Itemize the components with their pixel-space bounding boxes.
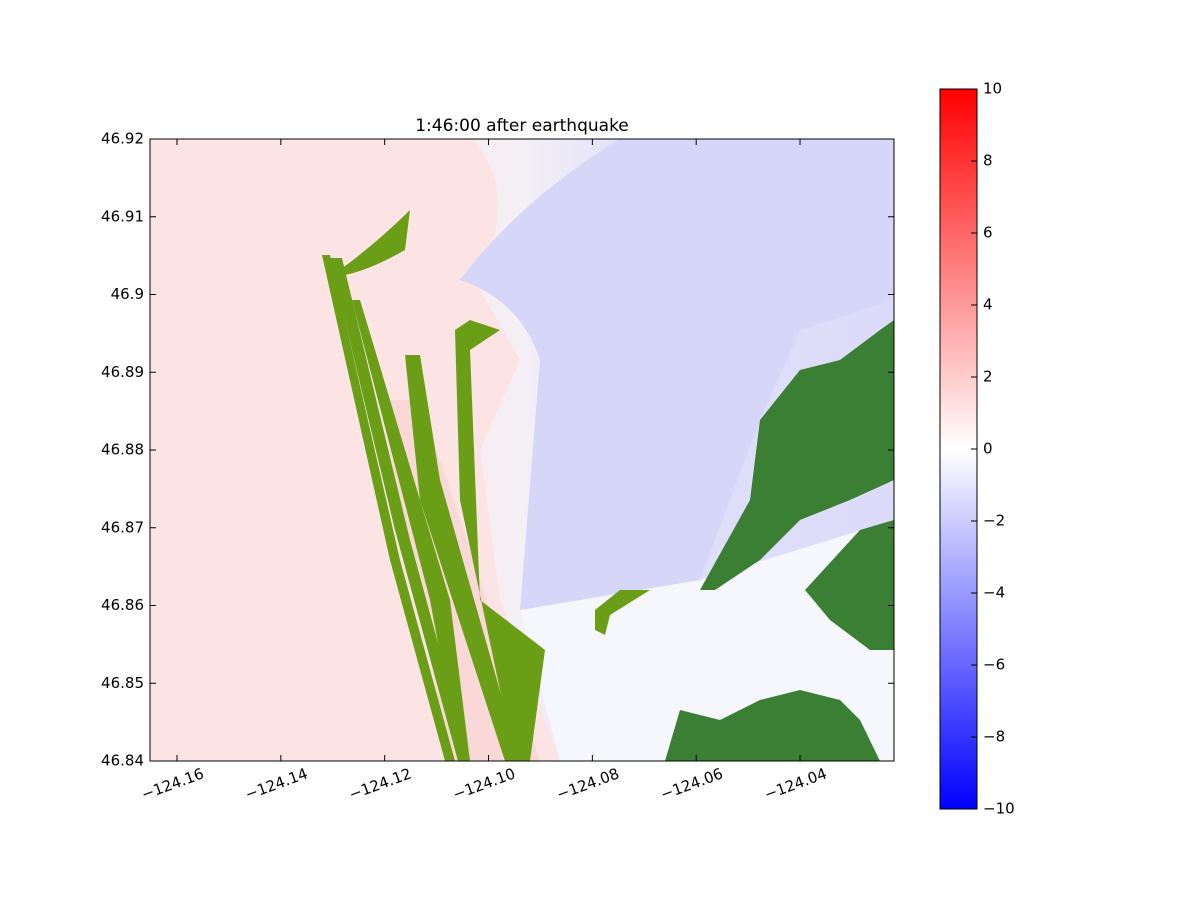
x-tick-label: −124.10: [450, 764, 517, 803]
chart-title: 1:46:00 after earthquake: [415, 116, 629, 136]
colorbar-tick-label: −2: [983, 512, 1005, 530]
y-tick-label: 46.85: [101, 674, 144, 692]
colorbar-tick-label: 10: [983, 80, 1002, 98]
x-tick-label: −124.08: [554, 764, 621, 803]
x-tick-label: −124.06: [658, 764, 725, 803]
y-tick-label: 46.84: [101, 752, 144, 770]
y-tick-label: 46.91: [101, 207, 144, 225]
colorbar-tick-label: −6: [983, 656, 1005, 674]
x-tick-label: −124.16: [139, 764, 206, 803]
y-tick-label: 46.89: [101, 363, 144, 381]
colorbar: −10 −8 −6 −4 −2 0 2 4 6 8 10: [939, 80, 1015, 818]
colorbar-tick-label: 8: [983, 152, 993, 170]
y-tick-label: 46.9: [111, 285, 144, 303]
colorbar-fill: [939, 88, 978, 810]
x-tick-label: −124.12: [347, 764, 414, 803]
y-tick-label: 46.87: [101, 518, 144, 536]
y-tick-label: 46.88: [101, 441, 144, 459]
colorbar-tick-label: −8: [983, 728, 1005, 746]
field: [150, 139, 894, 761]
colorbar-tick-label: 2: [983, 368, 993, 386]
colorbar-tick-label: −10: [983, 800, 1015, 818]
colorbar-tick-label: −4: [983, 584, 1005, 602]
x-tick-label: −124.14: [243, 764, 310, 803]
colorbar-tick-label: 0: [983, 440, 993, 458]
y-tick-label: 46.92: [101, 130, 144, 148]
colorbar-tick-label: 6: [983, 224, 993, 242]
y-tick-label: 46.86: [101, 596, 144, 614]
colorbar-tick-label: 4: [983, 296, 993, 314]
x-tick-label: −124.04: [762, 764, 829, 803]
